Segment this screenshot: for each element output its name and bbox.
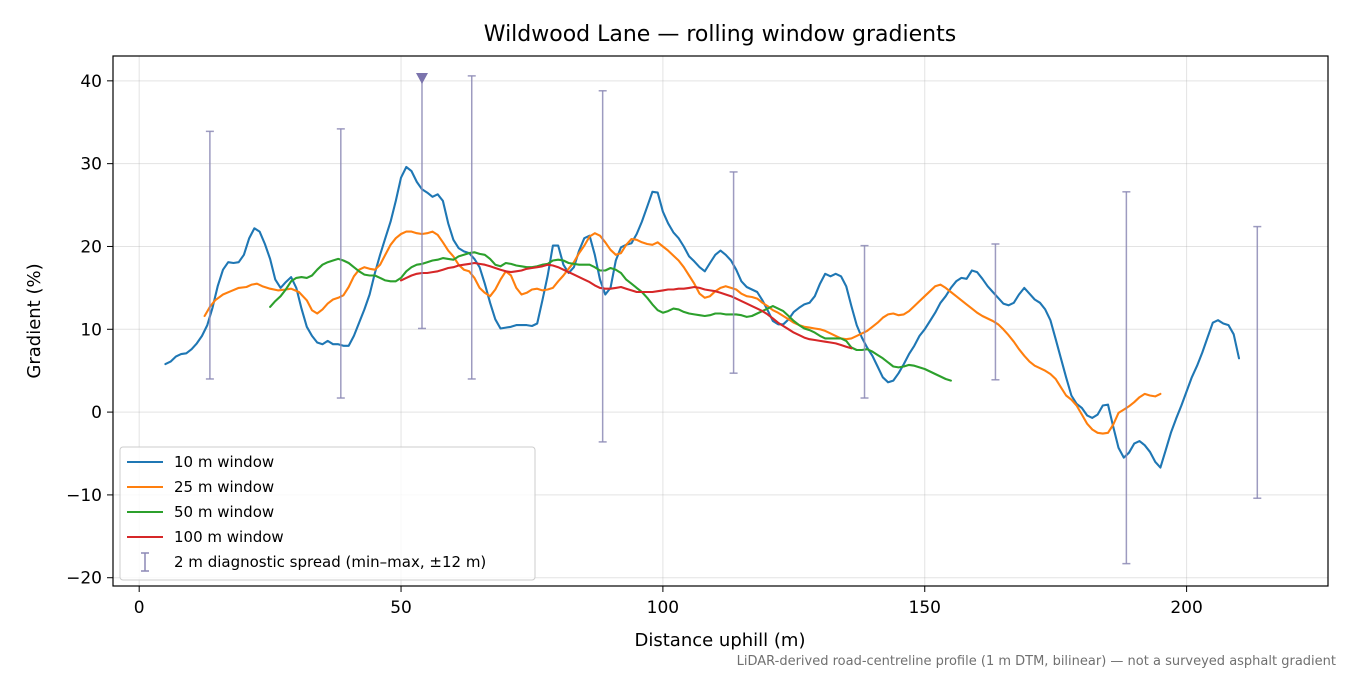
y-tick-label: 40 — [80, 72, 102, 92]
clipped-value-marker — [415, 73, 428, 84]
plot-frame — [112, 55, 1329, 587]
chart-title: Wildwood Lane — rolling window gradients — [484, 22, 956, 47]
x-tick-label: 0 — [134, 598, 145, 618]
error-bar — [205, 130, 214, 380]
error-bar — [991, 243, 1000, 381]
y-tick-label: −10 — [66, 486, 102, 506]
footnote: LiDAR-derived road-centreline profile (1… — [737, 654, 1336, 669]
error-bar — [467, 75, 476, 380]
series-line — [203, 230, 1162, 435]
legend-box — [119, 446, 536, 581]
x-tick-label: 100 — [647, 598, 679, 618]
y-tick-label: 30 — [80, 155, 102, 175]
series-line — [399, 261, 853, 350]
error-bar — [729, 171, 738, 374]
error-bar — [1122, 191, 1131, 565]
axis-ticks: 0 50 100 150 200 −20 −10 0 10 20 30 40 — [66, 72, 1203, 618]
y-axis-title: Gradient (%) — [24, 263, 45, 378]
y-tick-label: −20 — [66, 569, 102, 589]
legend: 10 m window 25 m window 50 m window 100 m w… — [119, 446, 536, 581]
x-axis-title: Distance uphill (m) — [635, 630, 806, 651]
y-tick-label: 0 — [91, 403, 102, 423]
error-bar — [336, 128, 345, 399]
series-line — [269, 251, 952, 382]
legend-swatch-errorbar — [141, 552, 149, 572]
x-tick-label: 50 — [390, 598, 412, 618]
series-line — [164, 165, 1241, 469]
error-bar — [598, 90, 607, 443]
error-bar — [1253, 225, 1262, 499]
legend-label: 2 m diagnostic spread (min–max, ±12 m) — [174, 553, 486, 571]
error-bars — [205, 73, 1262, 565]
legend-label: 50 m window — [174, 503, 274, 521]
x-tick-label: 150 — [909, 598, 941, 618]
legend-label: 100 m window — [174, 528, 284, 546]
legend-label: 10 m window — [174, 453, 274, 471]
x-tick-label: 200 — [1170, 598, 1202, 618]
y-tick-label: 20 — [80, 237, 102, 257]
y-tick-label: 10 — [80, 320, 102, 340]
error-bar — [860, 244, 869, 399]
series-layer — [164, 165, 1241, 469]
grid-lines — [113, 56, 1328, 586]
legend-label: 25 m window — [174, 478, 274, 496]
